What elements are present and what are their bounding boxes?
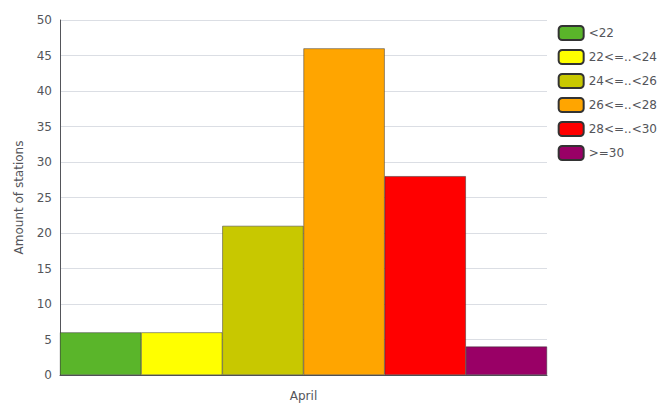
svg-text:0: 0 — [44, 368, 52, 382]
svg-text:10: 10 — [37, 297, 52, 311]
svg-text:April: April — [290, 389, 317, 403]
svg-text:25: 25 — [37, 191, 52, 205]
svg-text:22<=..<24: 22<=..<24 — [589, 50, 657, 64]
svg-text:20: 20 — [37, 226, 52, 240]
svg-text:5: 5 — [44, 333, 52, 347]
svg-text:<22: <22 — [589, 26, 614, 40]
svg-text:26<=..<28: 26<=..<28 — [589, 98, 657, 112]
svg-text:40: 40 — [37, 84, 52, 98]
svg-text:45: 45 — [37, 49, 52, 63]
svg-text:15: 15 — [37, 262, 52, 276]
svg-text:>=30: >=30 — [589, 146, 624, 160]
svg-text:35: 35 — [37, 120, 52, 134]
svg-text:Amount of stations: Amount of stations — [12, 141, 26, 255]
svg-text:50: 50 — [37, 13, 52, 27]
svg-text:30: 30 — [37, 155, 52, 169]
svg-text:28<=..<30: 28<=..<30 — [589, 122, 657, 136]
svg-text:24<=..<26: 24<=..<26 — [589, 74, 657, 88]
